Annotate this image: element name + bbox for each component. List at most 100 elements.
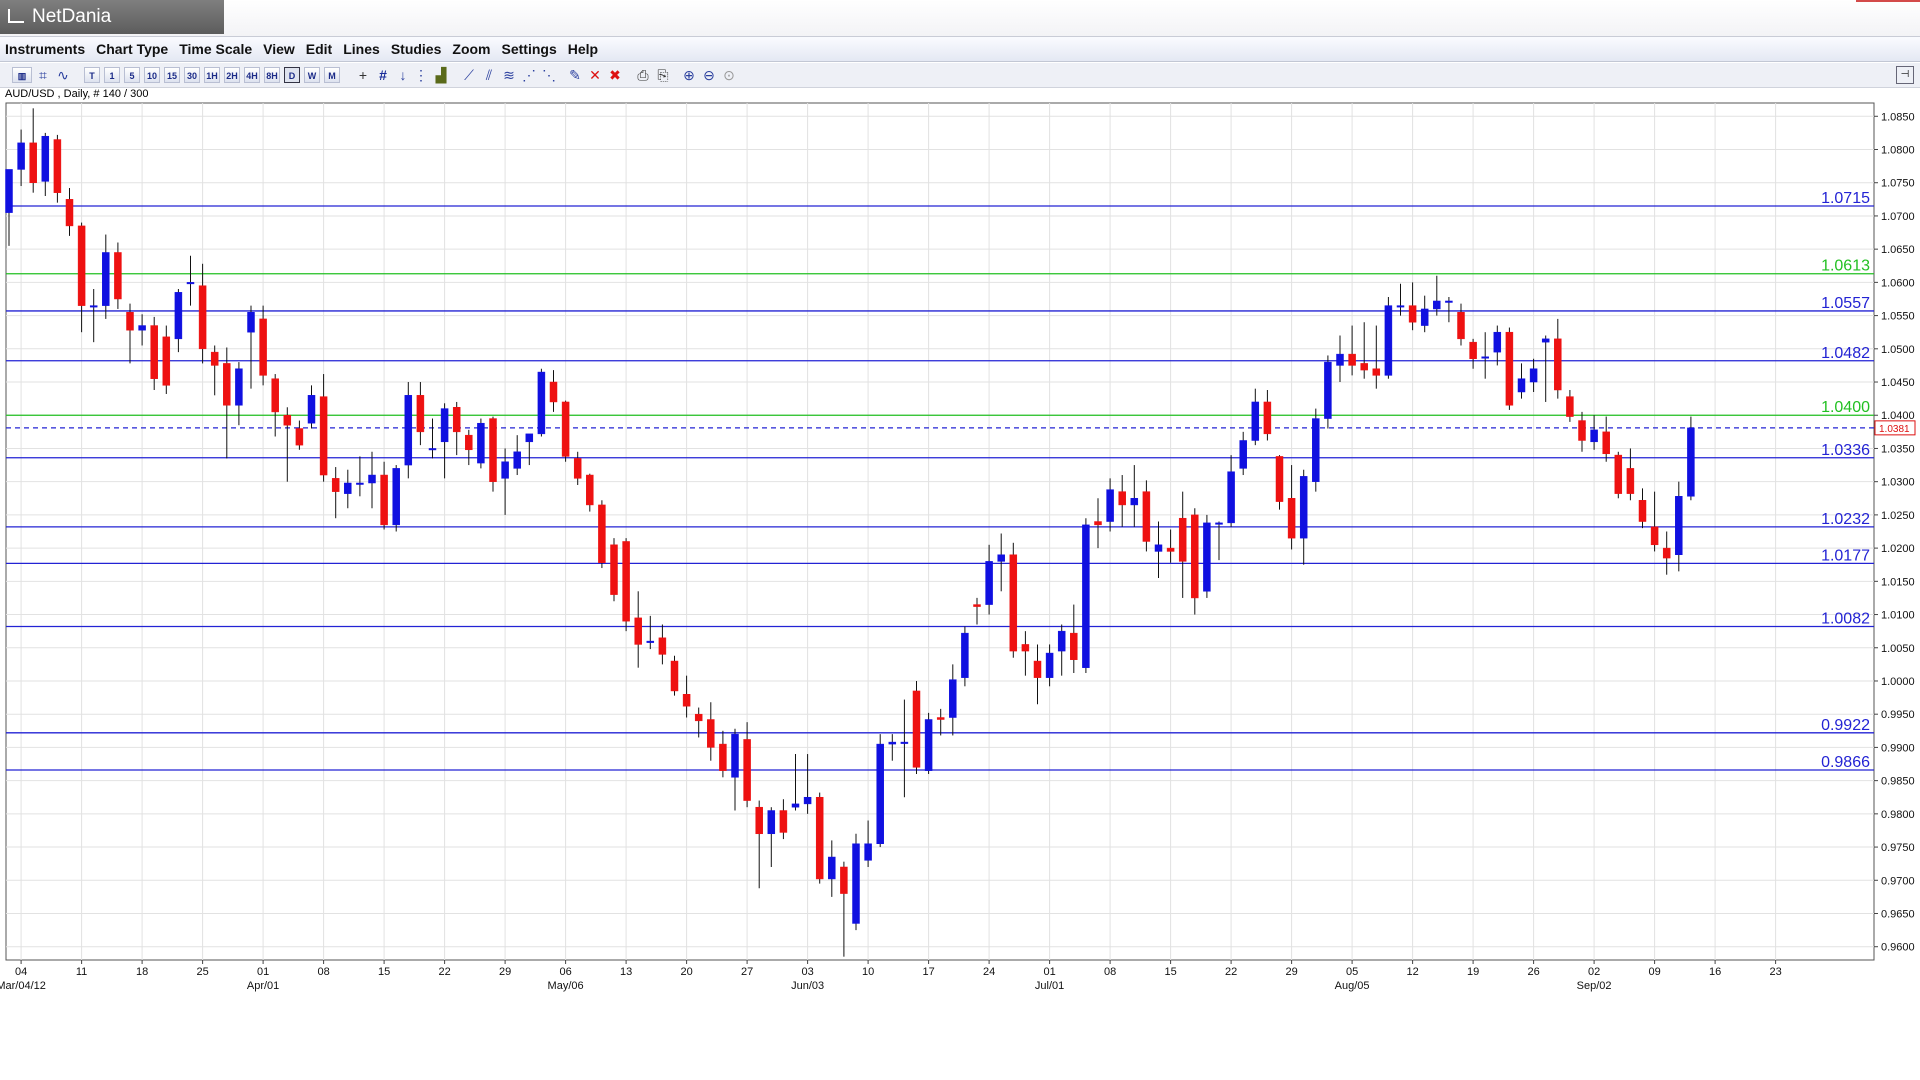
timeframe-15-button[interactable]: 15 bbox=[164, 67, 180, 83]
candle-up bbox=[791, 803, 800, 808]
candle-up bbox=[803, 796, 812, 805]
menu-zoom[interactable]: Zoom bbox=[452, 41, 491, 57]
bar-studies-icon[interactable]: ▟ bbox=[435, 67, 447, 83]
candle-down bbox=[77, 225, 86, 306]
levels-icon[interactable]: ⋮ bbox=[414, 67, 428, 83]
y-tick-label: 1.0800 bbox=[1881, 145, 1915, 157]
timeframe-1-button[interactable]: 1 bbox=[104, 67, 120, 83]
x-period-label: Mar/04/12 bbox=[0, 980, 46, 992]
candle-up bbox=[1299, 476, 1308, 539]
candles-icon[interactable]: ⌗ bbox=[39, 67, 47, 83]
candle-up bbox=[1215, 522, 1223, 525]
line-chart-icon[interactable]: ∿ bbox=[57, 67, 69, 83]
menu-studies[interactable]: Studies bbox=[390, 41, 442, 57]
candle-down bbox=[198, 285, 207, 350]
timeframe-4h-button[interactable]: 4H bbox=[244, 67, 260, 83]
y-tick-label: 1.0750 bbox=[1881, 178, 1915, 190]
x-tick-label: 09 bbox=[1648, 966, 1660, 978]
crosshair-icon[interactable]: + bbox=[358, 67, 368, 83]
title-bar: NetDania FinanceChart bbox=[0, 0, 1920, 61]
menu-lines[interactable]: Lines bbox=[343, 41, 380, 57]
panel-toggle-icon[interactable]: ⊣ bbox=[1896, 66, 1914, 84]
candle-down bbox=[53, 139, 62, 193]
candle-down bbox=[210, 351, 219, 366]
level-label: 1.0715 bbox=[1821, 190, 1870, 207]
print-preview-icon[interactable]: ⎘ bbox=[657, 67, 669, 83]
channel-icon[interactable]: ⫽ bbox=[485, 67, 493, 83]
grid-icon[interactable]: # bbox=[379, 67, 387, 83]
menu-help[interactable]: Help bbox=[567, 41, 599, 57]
candle-down bbox=[283, 414, 292, 426]
menu-instruments[interactable]: Instruments bbox=[5, 41, 86, 57]
timeframe-t-button[interactable]: T bbox=[84, 67, 100, 83]
menu-edit[interactable]: Edit bbox=[305, 41, 333, 57]
timeframe-2h-button[interactable]: 2H bbox=[224, 67, 240, 83]
y-tick-label: 1.0850 bbox=[1881, 111, 1915, 123]
level-label: 1.0557 bbox=[1821, 295, 1870, 312]
x-tick-label: 29 bbox=[499, 966, 511, 978]
timeframe-1h-button[interactable]: 1H bbox=[204, 67, 220, 83]
candle-down bbox=[815, 796, 824, 880]
candle-down bbox=[549, 381, 558, 403]
candle-up bbox=[1057, 630, 1066, 652]
candlestick-chart[interactable]: 1.0715 1.0613 1.0557 1.0482 1.0400 1.0336 1.02… bbox=[0, 100, 1920, 1000]
candle-down bbox=[416, 395, 425, 433]
candle-up bbox=[1384, 305, 1393, 376]
candle-up bbox=[138, 325, 146, 331]
pointer-icon[interactable]: ↓ bbox=[399, 67, 407, 83]
candle-down bbox=[465, 434, 473, 451]
candle-down bbox=[1554, 338, 1562, 391]
fibonacci-icon[interactable]: ≋ bbox=[503, 67, 515, 83]
menu-view[interactable]: View bbox=[263, 41, 295, 57]
level-label: 1.0613 bbox=[1821, 258, 1870, 275]
candle-down bbox=[682, 694, 691, 707]
trendline-icon[interactable]: ⟋ bbox=[464, 67, 474, 83]
menu-settings[interactable]: Settings bbox=[501, 41, 557, 57]
candle-down bbox=[1372, 368, 1381, 376]
window-corner-accent bbox=[1856, 0, 1920, 20]
menu-chart-type[interactable]: Chart Type bbox=[96, 41, 169, 57]
candle-down bbox=[1094, 521, 1102, 526]
print-icon[interactable]: ⎙ bbox=[637, 67, 649, 83]
timeframe-m-button[interactable]: M bbox=[324, 67, 340, 83]
candle-down bbox=[1650, 526, 1659, 546]
level-label: 1.0482 bbox=[1821, 345, 1870, 362]
app-title-tab[interactable]: NetDania FinanceChart bbox=[0, 0, 224, 61]
timeframe-10-button[interactable]: 10 bbox=[144, 67, 160, 83]
x-tick-label: 12 bbox=[1406, 966, 1418, 978]
timeframe-w-button[interactable]: W bbox=[304, 67, 320, 83]
timeframe-d-button[interactable]: D bbox=[284, 67, 300, 83]
candles bbox=[5, 108, 1695, 957]
edit-line-icon[interactable]: ✎ bbox=[569, 67, 581, 83]
y-tick-label: 0.9700 bbox=[1881, 875, 1915, 887]
candle-up bbox=[864, 843, 872, 861]
candle-down bbox=[1626, 468, 1635, 494]
zoom-out-icon[interactable]: ⊖ bbox=[703, 67, 715, 83]
candle-down bbox=[561, 401, 570, 457]
toolbar: ▥ ⌗ ∿ T 1 5 10 15 30 1H 2H 4H 8H D W M +… bbox=[0, 63, 1920, 88]
fan-icon[interactable]: ⋱ bbox=[542, 67, 556, 83]
candle-down bbox=[936, 717, 945, 720]
candle-down bbox=[1662, 547, 1671, 559]
timeframe-8h-button[interactable]: 8H bbox=[264, 67, 280, 83]
candle-down bbox=[223, 363, 231, 406]
timeframe-30-button[interactable]: 30 bbox=[184, 67, 200, 83]
candle-down bbox=[452, 407, 461, 433]
chart-type-icon[interactable]: ▥ bbox=[12, 67, 32, 83]
candle-down bbox=[622, 541, 630, 622]
delete-all-icon[interactable]: ✖ bbox=[609, 67, 621, 83]
zoom-reset-icon[interactable]: ⊙ bbox=[723, 67, 735, 83]
plot-area bbox=[5, 102, 1875, 961]
zoom-in-icon[interactable]: ⊕ bbox=[683, 67, 695, 83]
y-tick-label: 1.0300 bbox=[1881, 477, 1915, 489]
delete-icon[interactable]: ✕ bbox=[589, 67, 601, 83]
bottom-area bbox=[0, 1000, 1920, 1080]
timeframe-5-button[interactable]: 5 bbox=[124, 67, 140, 83]
x-tick-label: 02 bbox=[1588, 966, 1600, 978]
candle-up bbox=[477, 422, 485, 464]
chart-app-icon bbox=[8, 9, 24, 24]
candle-up bbox=[1529, 368, 1538, 383]
menu-time-scale[interactable]: Time Scale bbox=[179, 41, 253, 57]
arc-icon[interactable]: ⋰ bbox=[522, 67, 536, 83]
y-tick-label: 1.0400 bbox=[1881, 410, 1915, 422]
